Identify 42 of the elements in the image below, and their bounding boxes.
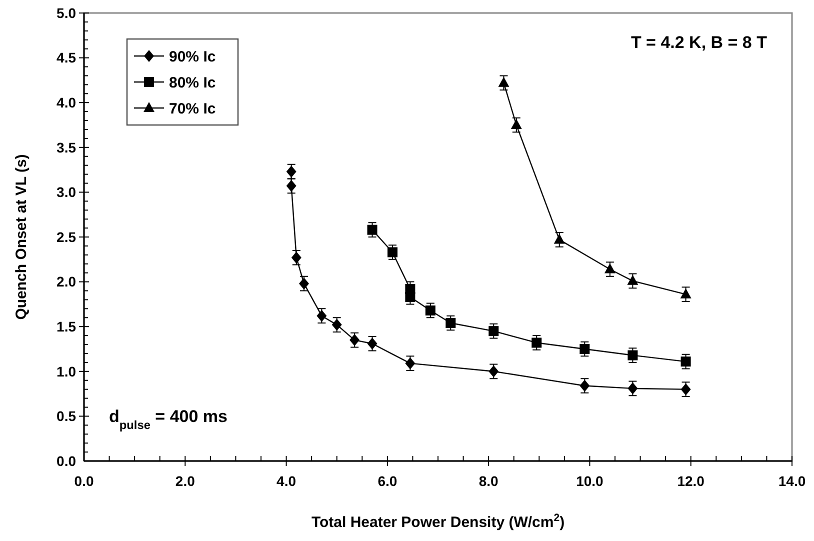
y-tick-label: 2.0	[56, 274, 76, 290]
x-tick-label: 8.0	[478, 473, 499, 489]
x-tick-label: 6.0	[378, 473, 398, 489]
y-axis-title: Quench Onset at VL (s)	[13, 154, 30, 320]
x-tick-label: 2.0	[175, 473, 196, 489]
point	[580, 344, 590, 354]
x-tick-label: 0.0	[74, 473, 94, 489]
annotation: d$_{pulse}$ = 400 ms	[109, 407, 228, 432]
point	[387, 247, 398, 258]
x-tick-label: 12.0	[677, 473, 705, 489]
annotation: T = 4.2 K, B = 8 T	[630, 33, 768, 52]
point	[532, 338, 542, 348]
point	[680, 288, 692, 298]
x-axis-title: Total Heater Power Density (W/cm$^{2}$)	[311, 512, 565, 531]
y-tick-label: 1.5	[56, 318, 76, 334]
point	[405, 292, 416, 302]
point	[425, 305, 436, 316]
y-tick-label: 3.5	[56, 139, 76, 156]
y-tick-label: 0.5	[56, 408, 76, 424]
point	[680, 356, 691, 367]
point	[627, 274, 638, 285]
y-tick-label: 1.0	[56, 363, 76, 380]
point	[367, 224, 378, 235]
y-tick-label: 2.5	[56, 228, 76, 245]
legend-label: 80% Ic	[169, 74, 216, 92]
y-tick-label: 4.5	[56, 50, 76, 66]
point	[510, 119, 522, 129]
x-tick-label: 14.0	[778, 473, 806, 489]
point	[604, 263, 616, 274]
x-tick-label: 10.0	[576, 473, 604, 489]
y-tick-label: 3.0	[56, 184, 76, 200]
point	[628, 350, 638, 360]
point	[498, 76, 510, 87]
y-tick-label: 4.0	[56, 94, 76, 110]
x-tick-label: 4.0	[276, 473, 296, 489]
point	[488, 326, 499, 336]
point	[554, 234, 565, 244]
point	[446, 318, 456, 328]
legend-label: 70% Ic	[169, 100, 216, 118]
y-tick-label: 0.0	[56, 452, 76, 469]
y-tick-label: 5.0	[56, 4, 76, 21]
legend-label: 90% Ic	[169, 48, 216, 66]
